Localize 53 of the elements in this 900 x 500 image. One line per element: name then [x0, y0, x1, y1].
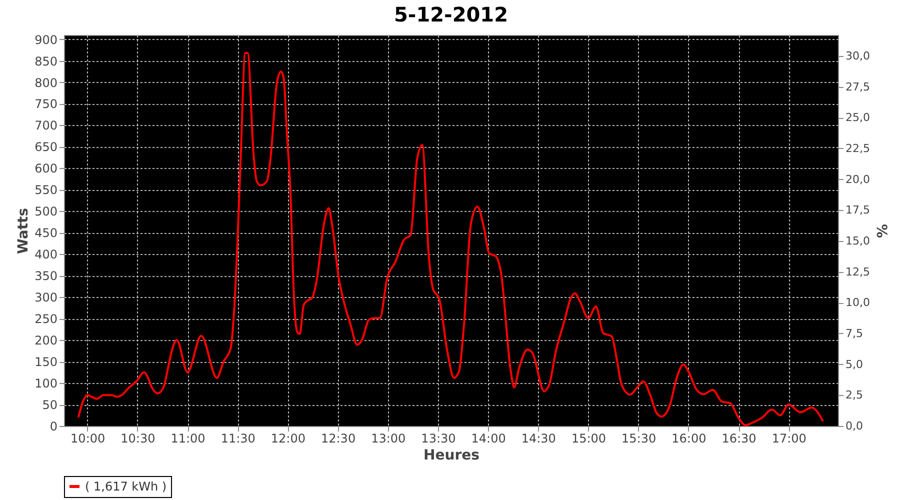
x-tick-label: 16:00 [672, 432, 706, 446]
y-tick-label: 300 [34, 290, 58, 305]
y2-tick-label: 30,0 [846, 49, 870, 62]
x-tick-label: 13:00 [371, 432, 406, 446]
y-tick-label: 800 [34, 76, 58, 90]
x-tick-label: 11:30 [220, 432, 256, 446]
y2-axis-title: % [872, 224, 889, 238]
x-tick-label: 10:00 [70, 432, 106, 446]
x-tick-label: 14:00 [471, 432, 506, 446]
x-tick-label: 12:30 [321, 432, 356, 446]
x-tick-label: 10:30 [120, 432, 156, 446]
y2-tick-label: 20,0 [846, 172, 870, 186]
x-axis-title: Heures [424, 448, 480, 464]
y-axis-title: Watts [16, 208, 32, 254]
y-tick-label: 200 [34, 334, 58, 348]
y-tick-label: 150 [34, 355, 58, 370]
x-tick-label: 13:30 [421, 432, 456, 446]
y-tick-label: 650 [34, 140, 58, 154]
y2-tick-label: 12,5 [846, 265, 870, 278]
y-tick-label: 0 [50, 420, 58, 434]
y-tick-label: 400 [34, 248, 58, 262]
y2-tick-label: 7,5 [846, 326, 863, 340]
y-tick-label: 250 [34, 312, 58, 326]
x-tick-label: 17:00 [772, 432, 806, 446]
y2-tick-label: 22,5 [846, 142, 870, 155]
y-tick-label: 350 [34, 269, 58, 284]
y-tick-label: 500 [34, 204, 58, 219]
y2-tick-label: 5,0 [846, 358, 863, 371]
y2-tick-label: 15,0 [846, 234, 870, 248]
x-tick-label: 15:00 [571, 432, 606, 446]
x-tick-label: 14:30 [521, 432, 556, 446]
y2-tick-label: 0,0 [846, 420, 863, 432]
x-tick-label: 11:00 [170, 432, 206, 446]
x-tick-label: 12:00 [270, 432, 306, 446]
y-tick-label: 750 [34, 97, 58, 112]
y-tick-label: 50 [42, 398, 58, 412]
y2-tick-label: 17,5 [846, 204, 870, 217]
chart-title: 5-12-2012 [394, 2, 508, 26]
y-tick-label: 550 [34, 183, 58, 198]
y-tick-label: 850 [34, 54, 58, 68]
y-tick-label: 450 [34, 226, 58, 240]
y-tick-label: 100 [34, 376, 58, 391]
x-tick-label: 15:30 [622, 432, 656, 446]
x-tick-label: 16:30 [722, 432, 756, 446]
legend-label: ( 1,617 kWh ) [85, 480, 167, 494]
y2-tick-label: 27,5 [846, 80, 870, 94]
y2-tick-label: 25,0 [846, 111, 870, 124]
y2-tick-label: 10,0 [846, 296, 870, 310]
y-tick-label: 900 [34, 32, 58, 47]
y-tick-label: 600 [34, 162, 58, 176]
y2-tick-label: 2,5 [846, 388, 863, 402]
y-tick-label: 700 [34, 118, 58, 133]
line-series [77, 52, 824, 426]
